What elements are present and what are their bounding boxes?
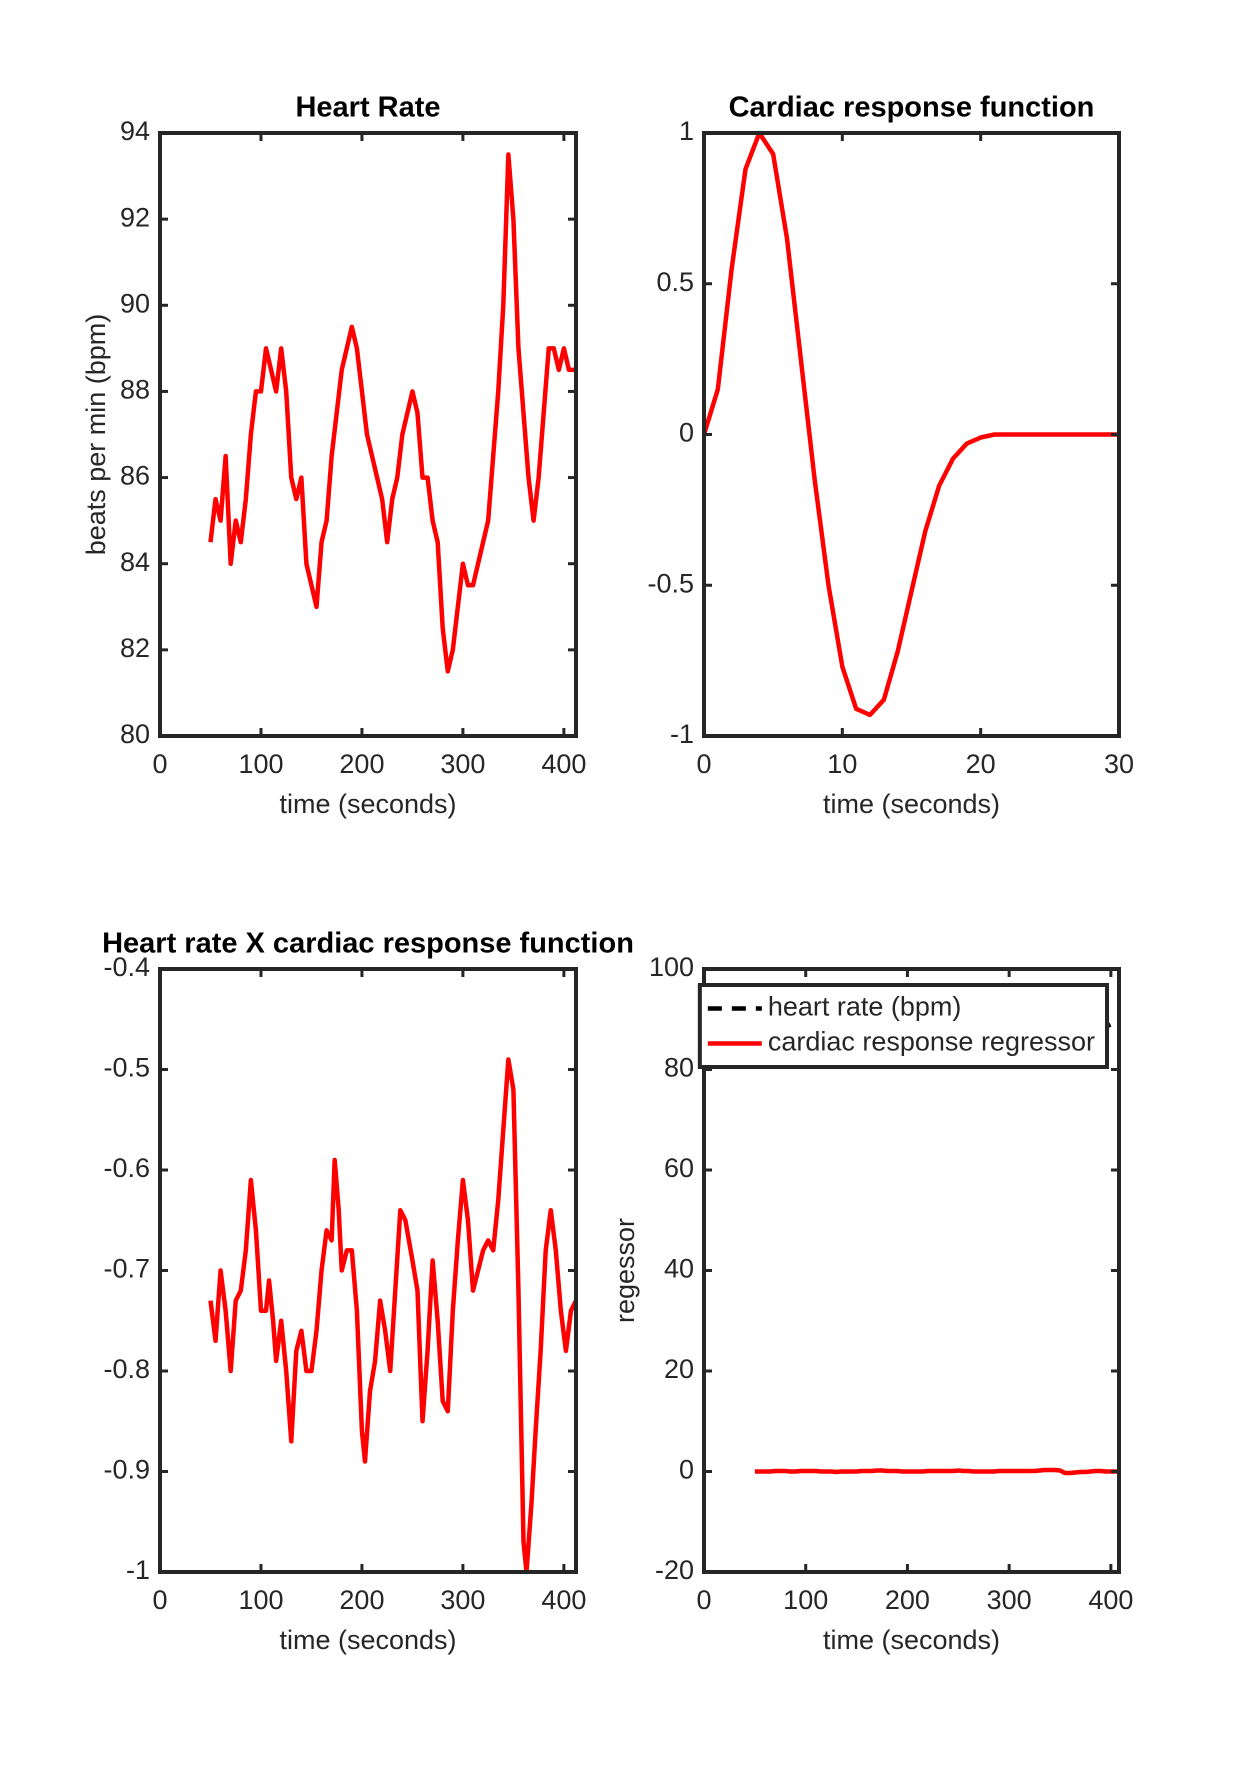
x-tick-label: 0 [696, 1585, 711, 1615]
x-axis-label: time (seconds) [279, 789, 456, 819]
data-line [208, 152, 574, 674]
x-tick-label: 400 [541, 1585, 586, 1615]
x-tick-label: 0 [696, 749, 711, 779]
y-tick-label: 1 [679, 116, 694, 146]
data-line [754, 1467, 1119, 1476]
y-tick-label: 82 [120, 633, 150, 663]
x-tick-label: 100 [783, 1585, 828, 1615]
x-tick-label: 0 [152, 749, 167, 779]
x-axis-label: time (seconds) [279, 1625, 456, 1655]
x-tick-label: 10 [827, 749, 857, 779]
subplot: 0 100 200 300 400 -1 -0.9 -0.8 -0.7 -0.6 -0.5 -0.4 t… [102, 928, 634, 1655]
x-tick-label: 30 [1104, 749, 1134, 779]
subplot: 0 100 200 300 400 80 82 84 86 88 90 92 94 time (secon… [81, 92, 586, 819]
x-tick-label: 400 [1088, 1585, 1133, 1615]
y-tick-label: 0 [679, 1455, 694, 1485]
subplot: 0 10 20 30 -1 -0.5 0 0.5 1 time (seconds) Cardiac … [647, 92, 1134, 819]
y-tick-label: 40 [664, 1254, 694, 1284]
legend: heart rate (bpm) cardiac response regress… [697, 983, 1109, 1069]
x-axis-label: time (seconds) [823, 789, 1000, 819]
y-tick-label: -0.5 [103, 1053, 150, 1083]
y-tick-label: -0.4 [103, 952, 150, 982]
y-tick-label: 60 [664, 1153, 694, 1183]
y-tick-label: 84 [120, 547, 150, 577]
y-tick-label: -0.9 [103, 1455, 150, 1485]
y-axis-label: beats per min (bpm) [81, 314, 111, 556]
y-tick-label: 94 [120, 116, 150, 146]
x-axis-label: time (seconds) [823, 1625, 1000, 1655]
y-tick-label: -0.7 [103, 1254, 150, 1284]
y-tick-label: 86 [120, 461, 150, 491]
x-tick-label: 100 [238, 1585, 283, 1615]
y-tick-label: -0.6 [103, 1153, 150, 1183]
x-tick-label: 300 [987, 1585, 1032, 1615]
y-tick-label: 80 [664, 1053, 694, 1083]
chart-title: Cardiac response function [729, 92, 1095, 124]
x-tick-label: 300 [440, 1585, 485, 1615]
x-tick-label: 100 [238, 749, 283, 779]
y-tick-label: 20 [664, 1354, 694, 1384]
y-tick-label: -1 [126, 1555, 150, 1585]
y-tick-label: -0.8 [103, 1354, 150, 1384]
x-tick-label: 0 [152, 1585, 167, 1615]
chart-title: Heart Rate [295, 92, 440, 124]
chart-title: Heart rate X cardiac response function [102, 928, 634, 960]
y-tick-label: -0.5 [647, 568, 694, 598]
y-tick-label: 100 [649, 952, 694, 982]
legend-label: cardiac response regressor [768, 1027, 1095, 1057]
y-tick-label: 0 [679, 418, 694, 448]
x-tick-label: 200 [885, 1585, 930, 1615]
x-tick-label: 20 [966, 749, 996, 779]
y-tick-label: 92 [120, 202, 150, 232]
x-tick-label: 400 [541, 749, 586, 779]
data-line [704, 133, 1119, 718]
y-tick-label: -20 [655, 1555, 694, 1585]
y-tick-label: -1 [670, 719, 694, 749]
legend-label: heart rate (bpm) [768, 992, 962, 1022]
y-tick-label: 80 [120, 719, 150, 749]
x-tick-label: 300 [440, 749, 485, 779]
x-tick-label: 200 [339, 749, 384, 779]
legend-box [697, 983, 1109, 1069]
x-tick-label: 200 [339, 1585, 384, 1615]
y-axis-label: regessor [610, 1218, 640, 1323]
y-tick-label: 0.5 [656, 267, 694, 297]
y-tick-label: 90 [120, 288, 150, 318]
data-line [208, 1057, 576, 1572]
y-tick-label: 88 [120, 375, 150, 405]
axes-box [158, 131, 578, 738]
